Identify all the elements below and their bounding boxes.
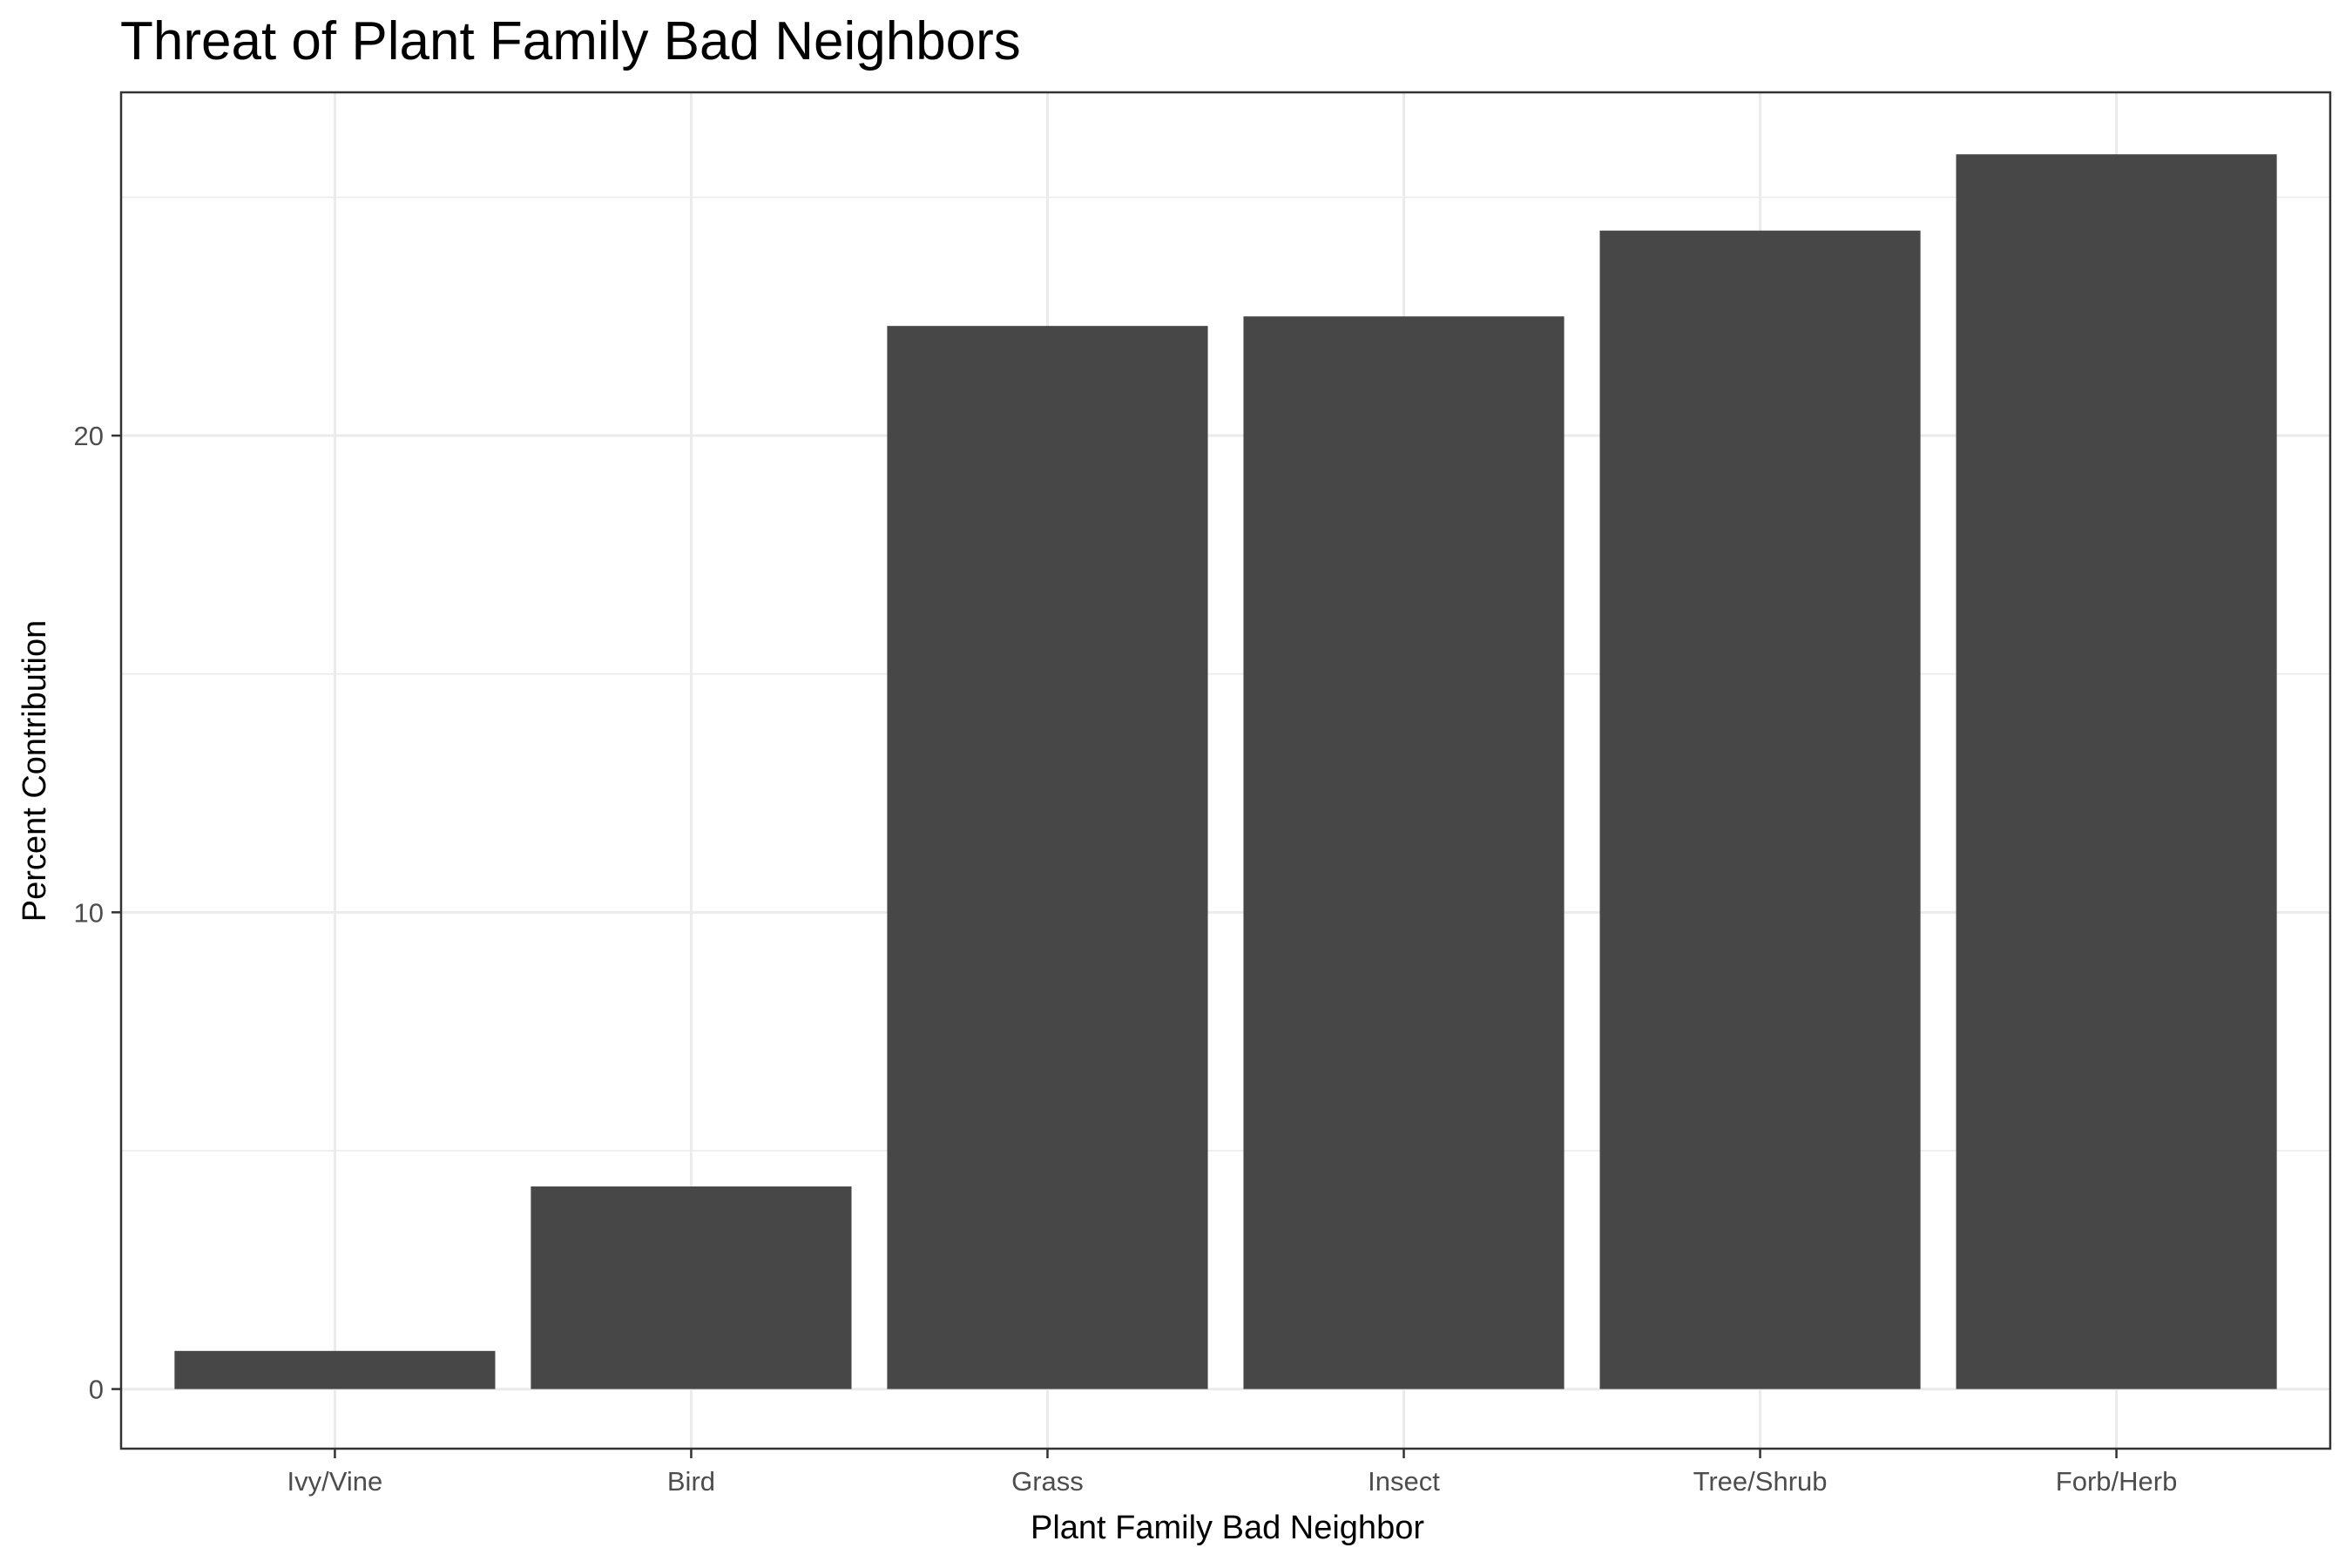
y-axis-title: Percent Contribution <box>17 620 53 922</box>
x-tick-label: Tree/Shrub <box>1693 1466 1828 1497</box>
bar-forb-herb <box>1956 154 2277 1389</box>
x-tick-label: Insect <box>1368 1466 1440 1497</box>
bar-tree-shrub <box>1599 230 1921 1389</box>
x-tick-label: Forb/Herb <box>2056 1466 2178 1497</box>
axis-layer: 0 10 20 Ivy/Vine Bird Grass Insect Tree/Shrub Fo… <box>74 421 2178 1497</box>
x-axis-title: Plant Family Bad Neighbor <box>1031 1510 1424 1546</box>
chart-title: Threat of Plant Family Bad Neighbors <box>120 11 1021 71</box>
bar-ivy-vine <box>174 1350 496 1389</box>
panel-border <box>119 91 2332 1450</box>
y-tick-label: 20 <box>74 421 104 451</box>
x-tick-label: Ivy/Vine <box>287 1466 383 1497</box>
x-tick-label: Bird <box>667 1466 715 1497</box>
bar-insect <box>1243 316 1565 1389</box>
bar-grass <box>887 326 1208 1389</box>
y-tick-label: 10 <box>74 897 104 928</box>
bar-layer <box>174 154 2277 1389</box>
y-tick-label: 0 <box>89 1375 104 1405</box>
bar-bird <box>531 1186 852 1389</box>
x-tick-label: Grass <box>1011 1466 1084 1497</box>
